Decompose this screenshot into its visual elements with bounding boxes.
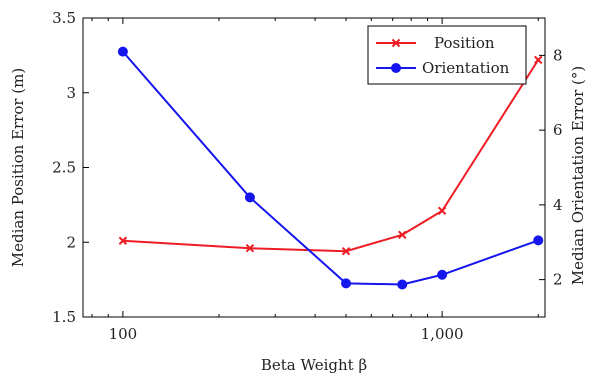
x-tick-label: 1,000	[421, 325, 464, 343]
orientation-legend-label: Orientation	[422, 59, 510, 77]
y-right-tick-label: 2	[553, 271, 563, 289]
orientation-series-line	[122, 50, 539, 286]
axes-layer: 100 1,000 1.5 2 2.5 3 3.5 2 4 6 8	[52, 9, 562, 343]
y-left-tick-label: 2	[66, 233, 76, 251]
y-axis-left-title: Median Position Error (m)	[9, 68, 27, 268]
orientation-point	[437, 269, 448, 280]
x-axis-title: Beta Weight β	[261, 356, 367, 374]
position-legend-marker	[391, 38, 401, 48]
legend-box	[367, 25, 527, 85]
position-legend-label: Position	[434, 34, 495, 52]
position-series-line	[122, 59, 540, 253]
orientation-point	[533, 235, 544, 246]
series-layer	[117, 46, 544, 290]
y-left-tick-label: 3	[66, 84, 76, 102]
orientation-point	[244, 192, 255, 203]
y-right-tick-label: 4	[553, 196, 563, 214]
orientation-point	[117, 46, 128, 57]
orientation-legend-marker	[391, 63, 401, 73]
position-point	[534, 55, 543, 65]
position-point	[341, 247, 351, 256]
position-point	[398, 230, 407, 239]
y-right-tick-label: 6	[553, 121, 563, 139]
position-point	[118, 236, 128, 245]
y-right-tick-label: 8	[553, 46, 563, 64]
y-left-tick-label: 1.5	[52, 308, 76, 326]
position-point	[437, 206, 447, 216]
legend: Position Orientation	[367, 25, 527, 85]
y-axis-right-title: Median Orientation Error (°)	[569, 66, 587, 286]
y-left-tick-label: 3.5	[52, 9, 76, 27]
position-point	[245, 244, 255, 253]
y-left-tick-label: 2.5	[52, 159, 76, 177]
orientation-point	[341, 278, 352, 289]
orientation-point	[397, 279, 408, 290]
x-tick-label: 100	[109, 325, 138, 343]
